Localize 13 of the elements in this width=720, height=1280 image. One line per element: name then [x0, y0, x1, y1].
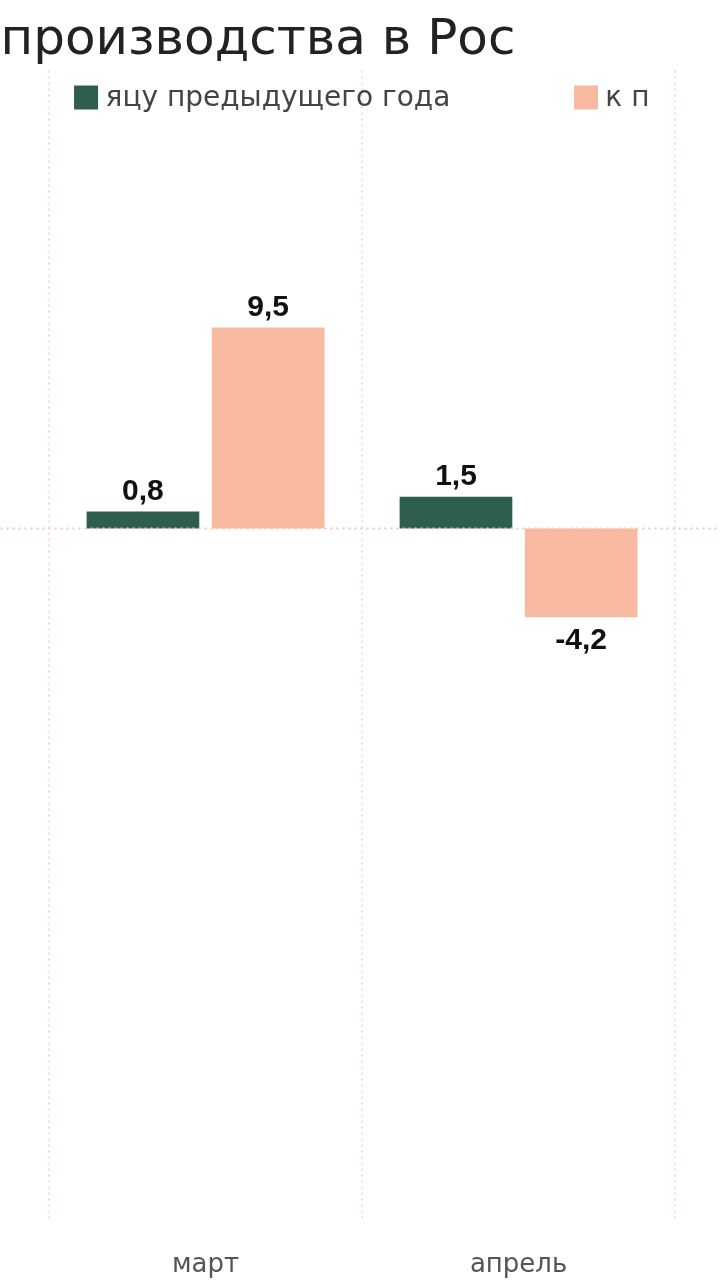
data-label: -4,2	[555, 622, 608, 656]
chart-title: производства в Рос	[0, 7, 516, 66]
data-label: 0,8	[122, 472, 164, 506]
x-tick-label: март	[171, 1247, 240, 1278]
legend-label: яцу предыдущего года	[105, 80, 451, 113]
legend-label: к п	[605, 80, 650, 113]
bar	[211, 327, 325, 529]
data-label: 9,5	[247, 288, 290, 322]
data-label: 1,5	[435, 457, 477, 491]
bar	[399, 496, 513, 529]
x-tick-label: апрель	[469, 1247, 568, 1278]
bar	[86, 511, 200, 529]
bar	[524, 528, 638, 618]
